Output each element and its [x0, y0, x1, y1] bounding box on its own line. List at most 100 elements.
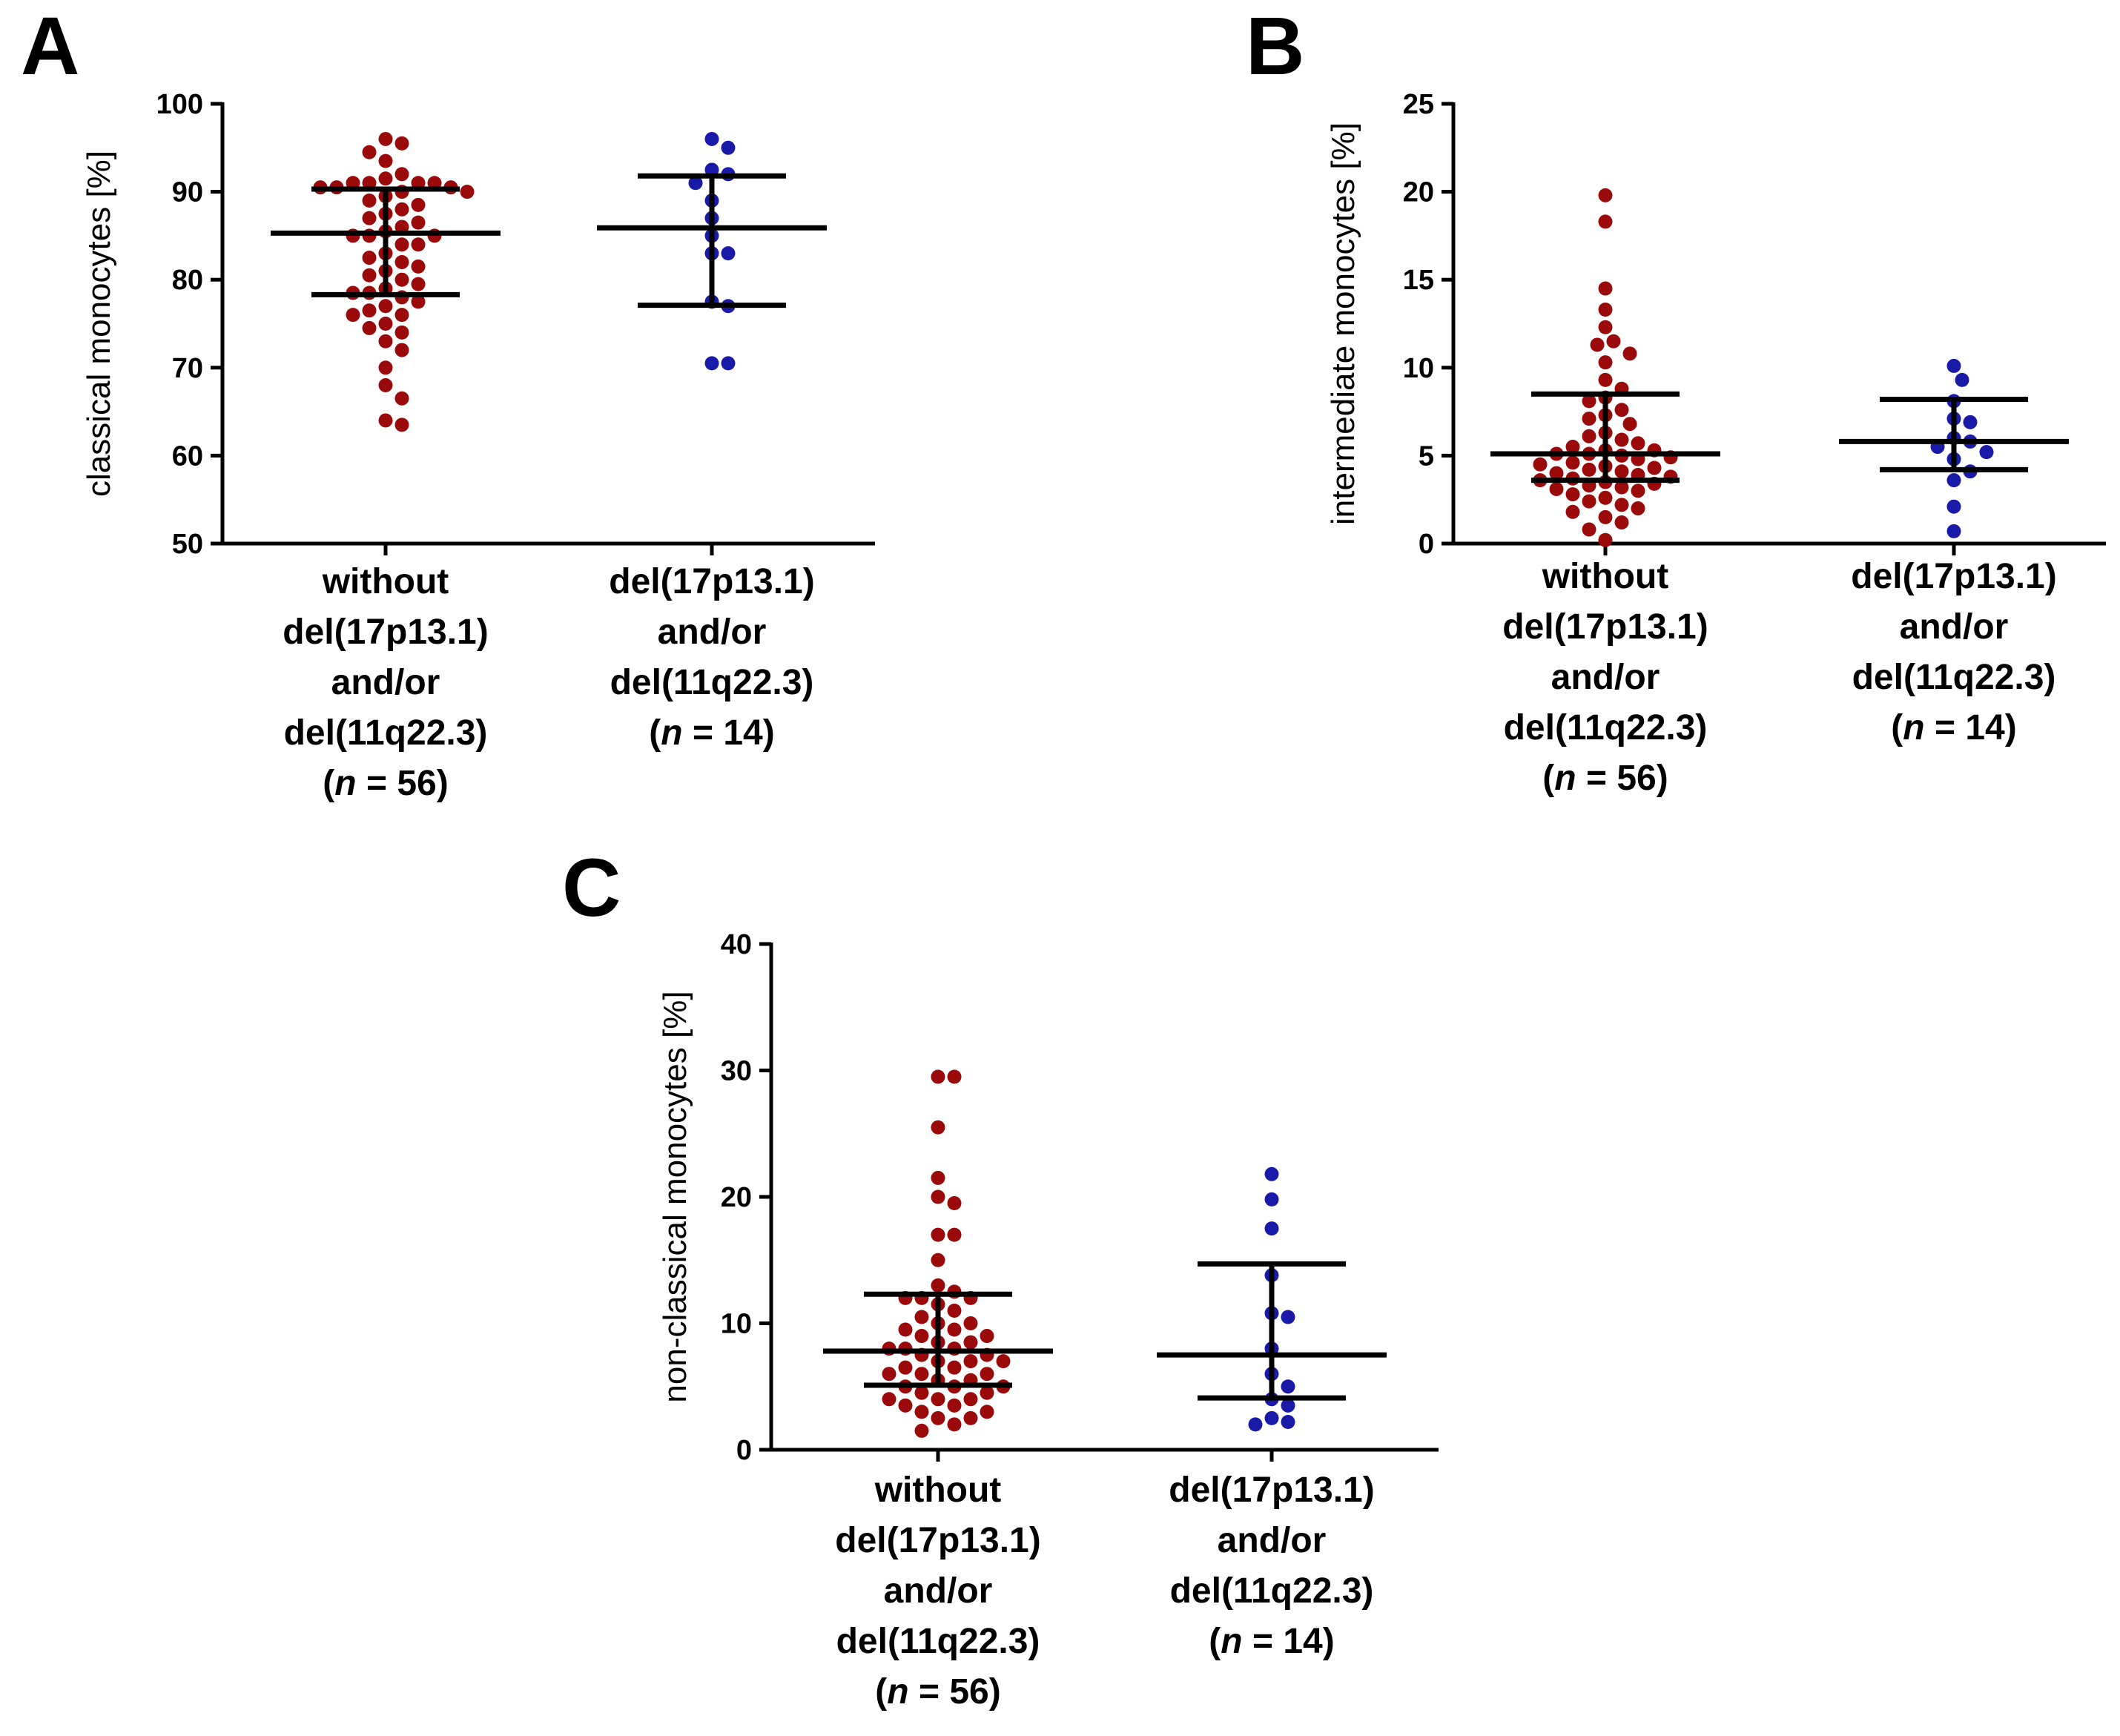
category-label-line: del(11q22.3) — [1504, 708, 1708, 747]
data-point — [1582, 412, 1596, 426]
data-point — [378, 299, 393, 314]
data-point — [394, 237, 409, 252]
n-prefix: ( — [649, 713, 661, 753]
data-point — [1946, 473, 1961, 488]
data-point — [931, 1227, 945, 1242]
n-suffix: = 14) — [1243, 1622, 1335, 1661]
data-point — [914, 1329, 929, 1344]
data-point — [882, 1392, 896, 1407]
data-point — [1281, 1310, 1295, 1324]
y-axis-title: intermediate monocytes [%] — [1325, 122, 1361, 525]
data-point — [394, 308, 409, 323]
data-point — [1549, 481, 1564, 496]
data-point — [378, 378, 393, 393]
data-point — [411, 215, 426, 230]
data-point — [1614, 464, 1629, 479]
y-tick-label: 100 — [156, 89, 203, 120]
category-label-line: and/or — [658, 613, 767, 652]
n-symbol: n — [1903, 708, 1924, 747]
data-point — [378, 360, 393, 375]
data-point — [963, 1354, 978, 1369]
data-point — [1979, 445, 1994, 460]
n-prefix: ( — [1542, 759, 1554, 798]
data-point — [394, 202, 409, 217]
category-label-line: del(17p13.1) — [1851, 557, 2056, 596]
data-point — [931, 1170, 945, 1185]
n-symbol: n — [334, 764, 356, 803]
y-axis-title: classical monocytes [%] — [81, 151, 117, 497]
panel-letter-c: C — [562, 842, 621, 934]
category-label-line: without — [1542, 557, 1669, 596]
data-point — [931, 1069, 945, 1084]
data-point — [362, 211, 377, 225]
n-suffix: = 14) — [683, 713, 775, 753]
category-n-label: (n = 56) — [875, 1672, 1000, 1712]
data-point — [378, 334, 393, 349]
data-point — [394, 391, 409, 406]
data-point — [1264, 1221, 1279, 1236]
y-tick-label: 80 — [172, 265, 203, 296]
data-point — [898, 1360, 913, 1375]
n-prefix: ( — [1891, 708, 1903, 747]
y-tick-label: 15 — [1403, 265, 1434, 296]
n-symbol: n — [1554, 759, 1576, 798]
data-point — [914, 1385, 929, 1400]
panel-letter-b: B — [1246, 1, 1304, 92]
data-point — [914, 1367, 929, 1382]
data-point — [1614, 403, 1629, 418]
data-point — [1963, 415, 1978, 429]
data-point — [394, 136, 409, 151]
data-point — [1598, 214, 1613, 229]
data-point — [1281, 1379, 1295, 1394]
n-symbol: n — [1221, 1622, 1242, 1661]
data-point — [362, 145, 377, 159]
data-point — [362, 176, 377, 191]
category-label-line: del(17p13.1) — [1502, 607, 1708, 647]
data-point — [704, 131, 719, 146]
category-label-line: del(17p13.1) — [835, 1521, 1040, 1560]
data-point — [963, 1335, 978, 1350]
data-point — [1598, 509, 1613, 524]
panel-b: B 0 5 10 15 20 25 intermediate monocytes [%] wit… — [1246, 1, 2106, 798]
data-point — [931, 1392, 945, 1407]
category-label-line: del(17p13.1) — [609, 562, 814, 601]
y-tick-label: 5 — [1419, 440, 1434, 472]
data-point — [1598, 372, 1613, 387]
category-n-label: (n = 14) — [1209, 1622, 1334, 1661]
data-point — [1598, 303, 1613, 317]
n-prefix: ( — [323, 764, 334, 803]
category-label-line: and/or — [1551, 658, 1660, 697]
data-point — [411, 294, 426, 309]
data-point — [1565, 440, 1580, 455]
data-point — [704, 356, 719, 371]
data-point — [963, 1316, 978, 1330]
data-point — [1598, 188, 1613, 202]
data-point — [980, 1405, 994, 1419]
data-point — [963, 1392, 978, 1407]
data-point — [346, 176, 360, 191]
data-point — [1565, 455, 1580, 470]
category-label-line: del(17p13.1) — [1169, 1471, 1374, 1510]
y-tick-label: 30 — [721, 1056, 752, 1087]
data-point — [980, 1385, 994, 1400]
y-tick-label: 10 — [1403, 353, 1434, 384]
data-point — [1647, 461, 1662, 475]
category-label-line: without — [874, 1471, 1002, 1510]
data-point — [1614, 432, 1629, 447]
data-point — [1582, 429, 1596, 443]
data-point — [898, 1322, 913, 1337]
data-point — [898, 1398, 913, 1413]
category-label-line: and/or — [1900, 607, 2009, 647]
n-suffix: = 56) — [1576, 759, 1668, 798]
data-point — [394, 220, 409, 234]
data-point — [1614, 480, 1629, 495]
n-suffix: = 14) — [1925, 708, 2017, 747]
data-point — [411, 259, 426, 274]
data-point — [882, 1367, 896, 1382]
y-tick-label: 40 — [721, 929, 752, 960]
data-point — [947, 1196, 962, 1211]
category-label-line: del(11q22.3) — [610, 663, 814, 702]
panel-c: C 0 10 20 30 40 non-classical monocytes [%] wit… — [562, 842, 1439, 1712]
data-point — [1598, 355, 1613, 370]
data-point — [1582, 522, 1596, 537]
